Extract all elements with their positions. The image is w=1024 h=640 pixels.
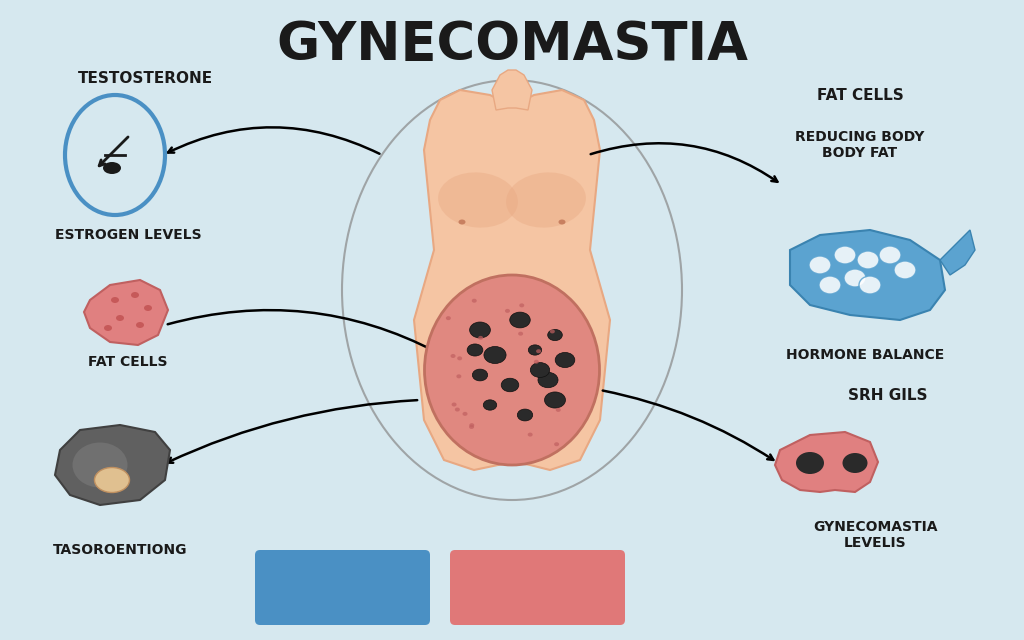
Ellipse shape [111,297,119,303]
Ellipse shape [558,355,572,365]
Ellipse shape [537,417,542,422]
Text: GYNECOMASTIA: GYNECOMASTIA [276,19,748,71]
Ellipse shape [575,413,581,418]
Ellipse shape [544,391,566,409]
Text: ESTROGEN LEVELS: ESTROGEN LEVELS [54,228,202,242]
Ellipse shape [487,307,493,310]
Polygon shape [414,90,610,470]
Ellipse shape [442,308,447,312]
Ellipse shape [558,220,565,225]
Ellipse shape [144,305,152,311]
Ellipse shape [484,302,489,306]
Ellipse shape [513,406,537,424]
Text: GNBM SUDS: GNBM SUDS [476,581,600,599]
Ellipse shape [438,172,518,228]
Ellipse shape [503,380,517,391]
Ellipse shape [131,292,139,298]
Ellipse shape [523,397,528,401]
Ellipse shape [809,256,831,274]
Ellipse shape [843,453,867,473]
Ellipse shape [503,392,508,396]
Ellipse shape [472,404,477,408]
Polygon shape [55,425,170,505]
Ellipse shape [844,269,866,287]
Polygon shape [790,230,945,320]
Polygon shape [84,280,168,345]
Ellipse shape [502,428,507,431]
Text: TASOROENTIONG: TASOROENTIONG [53,543,187,557]
Ellipse shape [103,162,121,174]
Ellipse shape [478,301,483,305]
Ellipse shape [466,367,471,371]
Ellipse shape [136,322,144,328]
Ellipse shape [548,330,562,340]
Ellipse shape [477,431,482,435]
Ellipse shape [894,261,916,279]
Ellipse shape [455,423,460,427]
Ellipse shape [73,442,128,488]
Ellipse shape [539,372,557,387]
Ellipse shape [513,315,526,325]
Ellipse shape [471,368,489,382]
Ellipse shape [479,397,501,413]
Ellipse shape [515,445,520,449]
Ellipse shape [522,352,527,356]
FancyBboxPatch shape [255,550,430,625]
Ellipse shape [470,322,490,338]
Ellipse shape [104,325,112,331]
Ellipse shape [442,331,447,335]
Text: БVEIGT
BODY LOSS: БVEIGT BODY LOSS [286,571,398,609]
Ellipse shape [506,172,586,228]
Ellipse shape [464,341,486,358]
Polygon shape [775,432,878,492]
Ellipse shape [857,251,879,269]
Ellipse shape [834,246,856,264]
FancyBboxPatch shape [450,550,625,625]
Ellipse shape [526,343,544,356]
Text: FAT CELLS: FAT CELLS [88,355,168,369]
Text: GYNECOMASTIA
LEVELIS: GYNECOMASTIA LEVELIS [813,520,937,550]
Text: HORMONE BALANCE: HORMONE BALANCE [785,348,944,362]
Text: TESTOSTERONE: TESTOSTERONE [78,70,213,86]
Ellipse shape [116,315,124,321]
Ellipse shape [879,246,901,264]
Ellipse shape [425,275,599,465]
Polygon shape [492,70,532,110]
Ellipse shape [568,420,573,424]
Ellipse shape [819,276,841,294]
Text: FAT CELLS: FAT CELLS [816,88,903,102]
Ellipse shape [445,444,451,447]
Ellipse shape [94,467,129,493]
Ellipse shape [796,452,824,474]
Ellipse shape [459,220,466,225]
Ellipse shape [572,356,577,360]
Ellipse shape [565,346,570,350]
Ellipse shape [529,362,551,378]
Text: REDUCING BODY
BODY FAT: REDUCING BODY BODY FAT [796,130,925,160]
Ellipse shape [485,348,505,363]
Ellipse shape [859,276,881,294]
Text: SRH GILS: SRH GILS [848,387,928,403]
Polygon shape [940,230,975,275]
